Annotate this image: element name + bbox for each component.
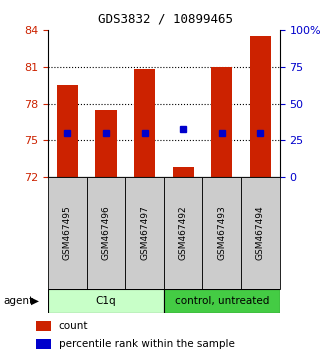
Bar <box>36 321 51 331</box>
Text: GSM467495: GSM467495 <box>63 205 72 260</box>
Bar <box>57 85 78 177</box>
Text: GDS3832 / 10899465: GDS3832 / 10899465 <box>98 12 233 25</box>
FancyBboxPatch shape <box>48 289 164 313</box>
Bar <box>250 36 271 177</box>
Text: GSM467492: GSM467492 <box>179 205 188 260</box>
Bar <box>172 167 194 177</box>
Bar <box>36 339 51 349</box>
Bar <box>211 67 232 177</box>
FancyBboxPatch shape <box>241 177 280 289</box>
Text: C1q: C1q <box>96 296 116 306</box>
FancyBboxPatch shape <box>125 177 164 289</box>
Text: agent: agent <box>3 296 33 306</box>
Text: GSM467496: GSM467496 <box>101 205 111 260</box>
Text: percentile rank within the sample: percentile rank within the sample <box>59 339 235 349</box>
FancyBboxPatch shape <box>164 177 203 289</box>
Text: ▶: ▶ <box>31 296 39 306</box>
FancyBboxPatch shape <box>48 177 87 289</box>
Text: GSM467493: GSM467493 <box>217 205 226 260</box>
Text: control, untreated: control, untreated <box>174 296 269 306</box>
Text: GSM467497: GSM467497 <box>140 205 149 260</box>
Text: GSM467494: GSM467494 <box>256 205 265 260</box>
Text: count: count <box>59 321 88 331</box>
Bar <box>134 69 155 177</box>
FancyBboxPatch shape <box>87 177 125 289</box>
Bar <box>95 110 117 177</box>
FancyBboxPatch shape <box>164 289 280 313</box>
FancyBboxPatch shape <box>203 177 241 289</box>
